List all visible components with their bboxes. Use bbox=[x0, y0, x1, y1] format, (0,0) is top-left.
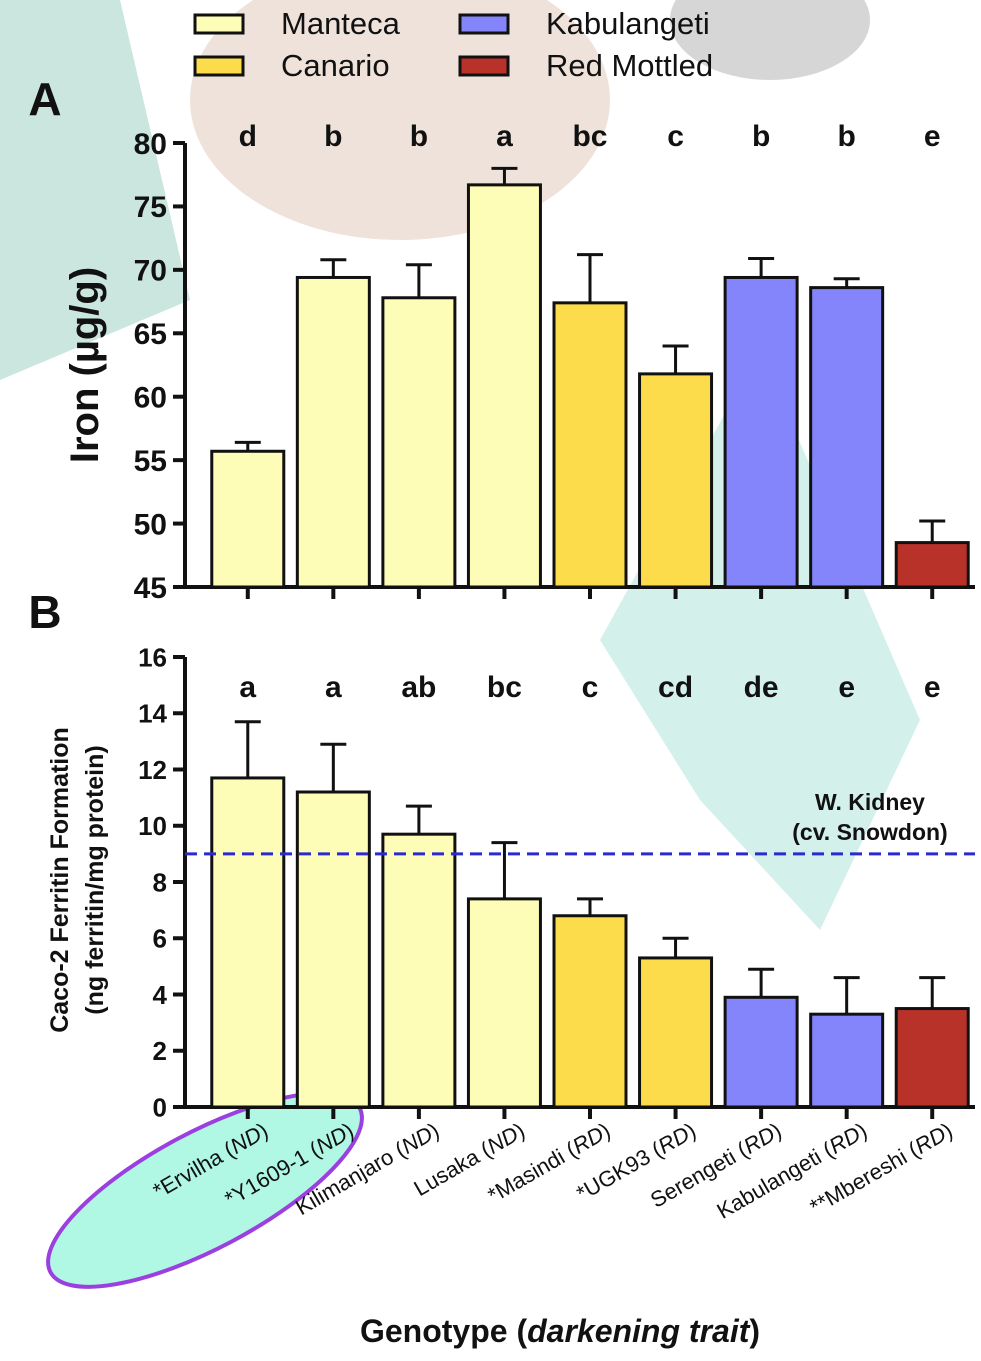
legend-swatch bbox=[195, 15, 243, 33]
significance-letter: a bbox=[496, 120, 513, 153]
bar bbox=[212, 778, 284, 1107]
significance-letter: e bbox=[924, 120, 941, 153]
bar bbox=[383, 298, 455, 587]
bar bbox=[554, 303, 626, 587]
panel-label: B bbox=[28, 586, 61, 638]
legend-swatch bbox=[460, 15, 508, 33]
significance-letter: d bbox=[239, 120, 257, 153]
bar bbox=[468, 899, 540, 1107]
significance-letter: b bbox=[838, 120, 856, 153]
significance-letter: bc bbox=[572, 120, 607, 153]
y-tick-label: 70 bbox=[134, 255, 167, 288]
significance-letter: bc bbox=[487, 671, 522, 704]
significance-letter: cd bbox=[658, 671, 693, 704]
bar bbox=[811, 288, 883, 587]
significance-letter: ab bbox=[401, 671, 436, 704]
legend-label: Canario bbox=[281, 48, 390, 83]
y-tick-label: 2 bbox=[153, 1036, 167, 1066]
bar bbox=[297, 792, 369, 1107]
x-axis-title: Genotype (darkening trait) bbox=[360, 1313, 760, 1349]
bar bbox=[640, 958, 712, 1107]
y-tick-label: 75 bbox=[134, 191, 167, 224]
y-axis-title: Iron (µg/g) bbox=[63, 267, 107, 463]
legend-label: Kabulangeti bbox=[546, 6, 710, 41]
significance-letter: b bbox=[410, 120, 428, 153]
x-axis-title-part: darkening trait bbox=[527, 1313, 751, 1349]
y-tick-label: 60 bbox=[134, 382, 167, 415]
bar bbox=[725, 997, 797, 1107]
x-tick-label: Kabulangeti (RD) bbox=[713, 1118, 872, 1224]
y-tick-label: 55 bbox=[134, 445, 167, 478]
significance-letter: e bbox=[924, 671, 941, 704]
x-axis-title-part: Genotype ( bbox=[360, 1313, 527, 1349]
reference-label: W. Kidney bbox=[815, 789, 925, 815]
reference-label: (cv. Snowdon) bbox=[792, 819, 947, 845]
bar bbox=[725, 277, 797, 587]
bar bbox=[468, 185, 540, 587]
y-tick-label: 80 bbox=[134, 128, 167, 161]
legend-swatch bbox=[460, 57, 508, 75]
bar bbox=[811, 1014, 883, 1107]
panel-label: A bbox=[28, 73, 61, 125]
bar bbox=[554, 916, 626, 1107]
y-tick-label: 50 bbox=[134, 508, 167, 541]
legend-swatch bbox=[195, 57, 243, 75]
significance-letter: b bbox=[324, 120, 342, 153]
bar bbox=[383, 834, 455, 1107]
bar bbox=[896, 1009, 968, 1107]
bar bbox=[212, 451, 284, 587]
y-tick-label: 12 bbox=[138, 755, 167, 785]
x-axis-title-part: ) bbox=[749, 1313, 760, 1349]
y-tick-label: 14 bbox=[138, 699, 167, 729]
significance-letter: c bbox=[582, 671, 599, 704]
bar bbox=[896, 543, 968, 587]
y-tick-label: 65 bbox=[134, 318, 167, 351]
y-tick-label: 10 bbox=[138, 811, 167, 841]
significance-letter: b bbox=[752, 120, 770, 153]
significance-letter: de bbox=[744, 671, 779, 704]
y-tick-label: 4 bbox=[153, 980, 168, 1010]
y-tick-label: 16 bbox=[138, 642, 167, 672]
y-axis-title: (ng ferritin/mg protein) bbox=[81, 745, 109, 1014]
significance-letter: a bbox=[325, 671, 342, 704]
bar bbox=[640, 374, 712, 587]
x-tick-label: **Mbereshi (RD) bbox=[806, 1118, 957, 1220]
y-tick-label: 45 bbox=[134, 572, 167, 605]
y-tick-label: 0 bbox=[153, 1092, 167, 1122]
significance-letter: a bbox=[239, 671, 256, 704]
y-tick-label: 6 bbox=[153, 924, 167, 954]
significance-letter: c bbox=[667, 120, 684, 153]
y-axis-title: Caco-2 Ferritin Formation bbox=[46, 727, 74, 1033]
legend-label: Red Mottled bbox=[546, 48, 713, 83]
chart: MantecaCanarioKabulangetiRed MottledA455… bbox=[0, 0, 981, 1356]
legend-label: Manteca bbox=[281, 6, 401, 41]
y-tick-label: 8 bbox=[153, 867, 167, 897]
bar bbox=[297, 277, 369, 587]
significance-letter: e bbox=[838, 671, 855, 704]
